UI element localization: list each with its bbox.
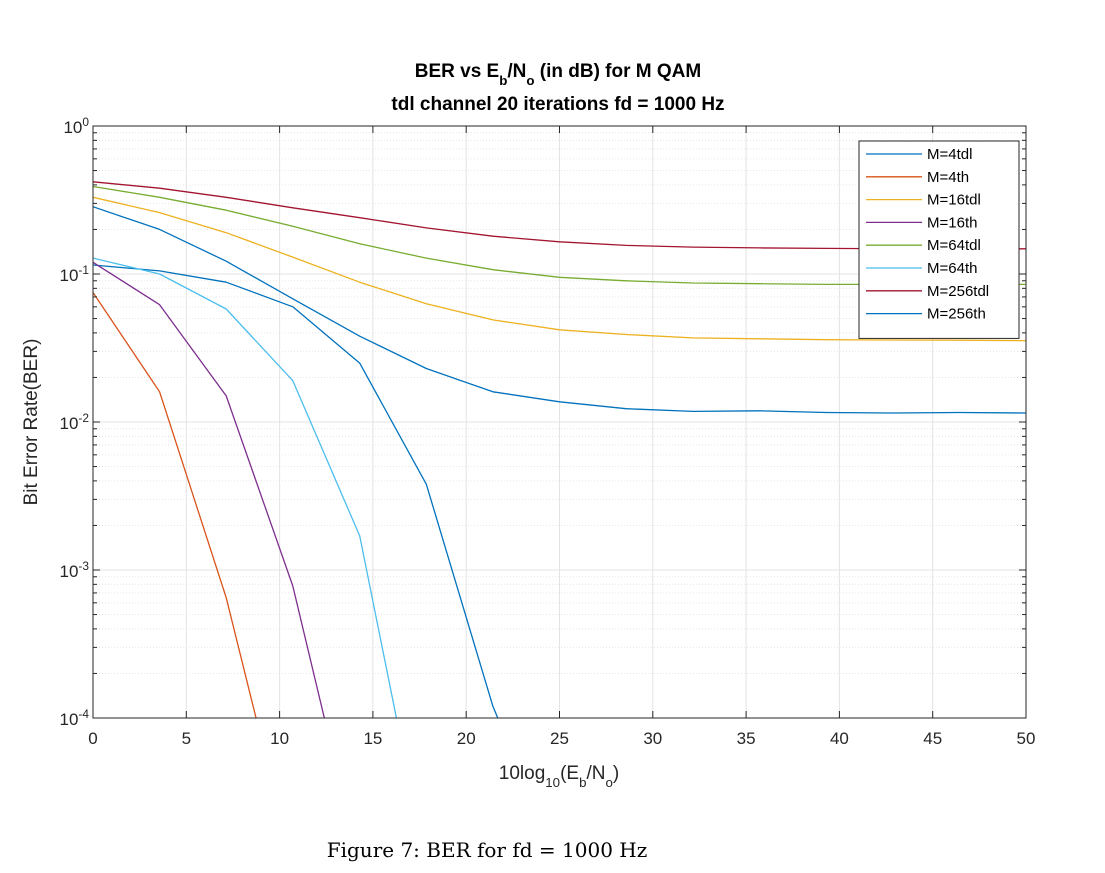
x-tick-label: 5 <box>182 729 191 748</box>
x-tick-label: 20 <box>457 729 476 748</box>
axis-ticks <box>92 125 1027 719</box>
x-tick-label: 0 <box>88 729 97 748</box>
y-axis-label: Bit Error Rate(BER) <box>21 339 42 506</box>
x-tick-label: 10 <box>270 729 289 748</box>
x-tick-labels: 0 5 10 15 20 25 30 35 40 45 50 <box>88 729 1035 748</box>
series-line-m-16tdl <box>93 196 1026 342</box>
series-line-m-16th <box>93 261 326 718</box>
legend-box <box>858 140 1020 339</box>
x-tick-label: 45 <box>923 729 942 748</box>
legend-entry: M=16tdl <box>927 192 981 209</box>
legend-entry: M=64tdl <box>927 237 981 254</box>
chart-subtitle: tdl channel 20 iterations fd = 1000 Hz <box>391 94 724 115</box>
y-tick-label: 100 <box>63 115 89 137</box>
legend-entry: M=4tdl <box>927 146 972 163</box>
legend-entry: M=64th <box>927 260 977 277</box>
legend-entry: M=256tdl <box>927 283 989 300</box>
y-tick-labels: 100 10-1 10-2 10-3 10-4 <box>60 115 90 729</box>
x-tick-label: 35 <box>737 729 756 748</box>
y-tick-label: 10-3 <box>60 559 90 581</box>
series-line-m-64th <box>93 257 398 718</box>
legend-entry: M=16th <box>927 214 977 231</box>
legend-entry: M=4th <box>927 169 969 186</box>
x-axis-label: 10log10(Eb/No) <box>499 763 619 790</box>
series-line-m-4tdl <box>93 264 499 718</box>
x-tick-label: 50 <box>1017 729 1036 748</box>
x-tick-label: 25 <box>550 729 569 748</box>
figure-caption: Figure 7: BER for fd = 1000 Hz <box>327 838 648 862</box>
x-tick-label: 30 <box>643 729 662 748</box>
y-tick-label: 10-1 <box>60 263 90 285</box>
x-tick-label: 40 <box>830 729 849 748</box>
chart-title: BER vs Eb/No (in dB) for M QAM <box>415 61 701 88</box>
y-tick-label: 10-2 <box>60 411 90 433</box>
legend-entry: M=256th <box>927 306 986 323</box>
x-tick-label: 15 <box>363 729 382 748</box>
y-tick-label: 10-4 <box>60 707 90 729</box>
series-line-m-4th <box>93 292 257 718</box>
series-line-m-256th <box>93 206 1026 414</box>
legend: M=4tdl M=4th M=16tdl M=16th M=64tdl M=64th M=2… <box>858 140 1020 339</box>
